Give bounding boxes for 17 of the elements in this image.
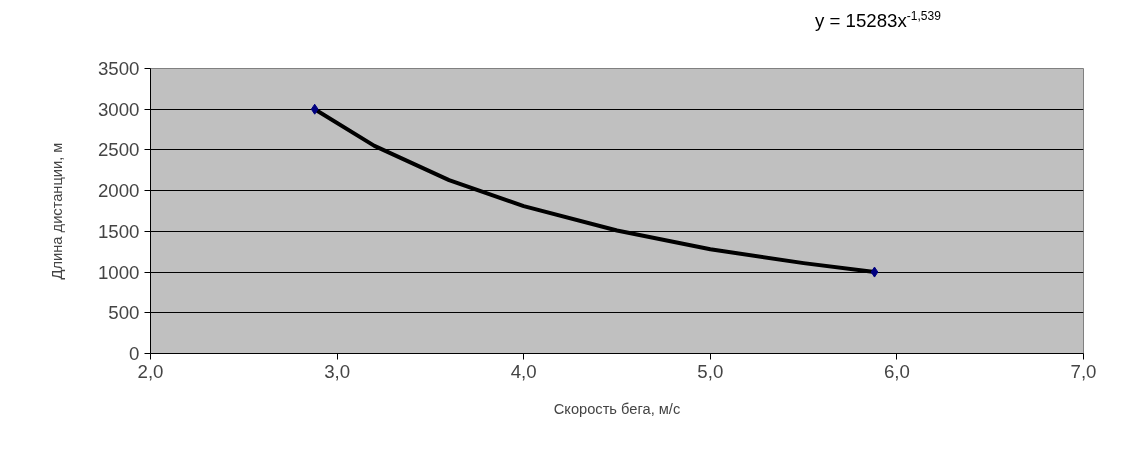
y-tick-label: 3500 (98, 58, 140, 79)
text: y = 15283x$^{-1,539}$ (815, 8, 941, 34)
y-tick-label: 1000 (98, 261, 140, 283)
x-tick-label: 3,0 (324, 360, 351, 382)
y-tick-label: 0 (129, 343, 140, 364)
x-tick-label: 7,0 (1070, 360, 1097, 382)
x-tick-label: 2,0 (137, 360, 164, 382)
y-tick-label: 2000 (98, 180, 140, 202)
y-tick-label: 3000 (98, 98, 140, 120)
y-axis-title: Длина дистанции, м (49, 142, 65, 280)
x-tick-label: 6,0 (883, 360, 910, 382)
x-tick-label: 4,0 (510, 360, 537, 382)
y-tick-label: 2500 (98, 139, 140, 161)
x-tick-label: 5,0 (697, 360, 724, 382)
y-tick-label: 500 (108, 302, 140, 324)
y-tick-label: 1500 (98, 220, 140, 242)
x-axis-title: Скорость бега, м/с (553, 400, 681, 417)
